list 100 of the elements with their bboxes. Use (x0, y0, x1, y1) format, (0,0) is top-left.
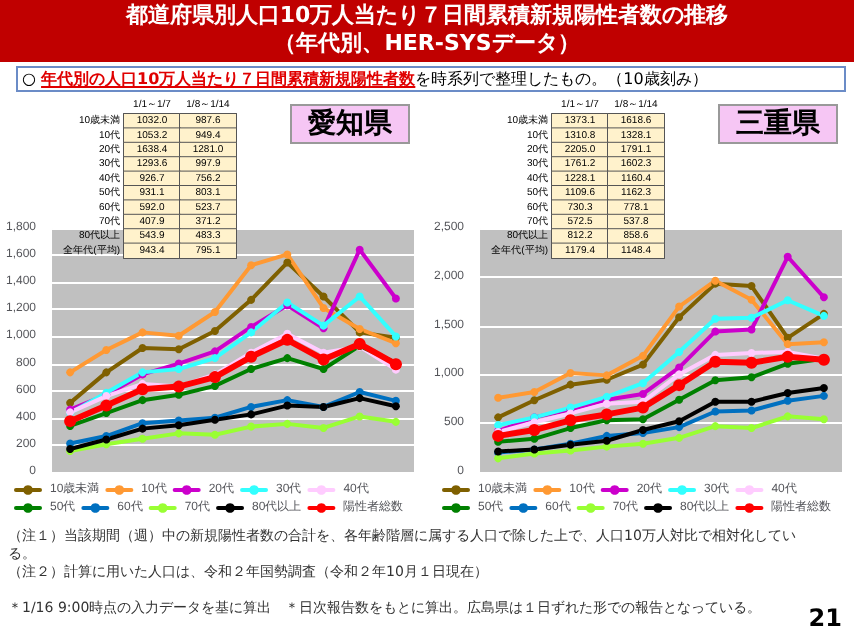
point (391, 402, 400, 411)
text: 年代別の人口10万人当たり７日間累積新規陽性者数 (41, 70, 416, 88)
point (210, 347, 219, 356)
point (600, 408, 613, 421)
point (281, 333, 294, 346)
point (136, 383, 149, 396)
point (355, 292, 364, 301)
point (247, 364, 256, 373)
point (747, 282, 756, 291)
point (283, 401, 292, 410)
point (711, 407, 720, 416)
point (530, 387, 539, 396)
point (283, 250, 292, 259)
point (66, 398, 75, 407)
point (174, 331, 183, 340)
point (319, 423, 328, 432)
point (319, 292, 328, 301)
point (494, 413, 503, 422)
point (528, 424, 541, 437)
point (636, 401, 649, 414)
point (638, 415, 647, 424)
point (530, 434, 539, 443)
point (783, 388, 792, 397)
point (675, 363, 684, 372)
point (675, 433, 684, 442)
chart-title: 三重県 (718, 104, 838, 144)
point (494, 393, 503, 402)
point (138, 328, 147, 337)
point (675, 417, 684, 426)
point (747, 295, 756, 304)
point (245, 350, 258, 363)
point (66, 368, 75, 377)
point (602, 436, 611, 445)
point (174, 345, 183, 354)
point (566, 380, 575, 389)
point (711, 376, 720, 385)
point (819, 384, 828, 393)
point (355, 245, 364, 254)
point (247, 422, 256, 431)
point (675, 395, 684, 404)
point (355, 412, 364, 421)
point (709, 355, 722, 368)
point (283, 258, 292, 267)
point (564, 414, 577, 427)
point (355, 394, 364, 403)
point (317, 353, 330, 366)
point (819, 338, 828, 347)
point (100, 399, 113, 412)
text: 都道府県別人口10万人当たり７日間累積新規陽性者数の推移 (123, 2, 731, 30)
point (819, 415, 828, 424)
point (247, 402, 256, 411)
point (138, 434, 147, 443)
point (638, 439, 647, 448)
point (747, 325, 756, 334)
point (711, 327, 720, 336)
point (711, 397, 720, 406)
point (283, 419, 292, 428)
point (174, 429, 183, 438)
point (210, 327, 219, 336)
point (675, 370, 684, 379)
point (673, 379, 686, 392)
point (675, 313, 684, 322)
point (747, 424, 756, 433)
point (138, 424, 147, 433)
point (747, 406, 756, 415)
text: を時系列で整理したもの。（10歳刻み） (415, 70, 708, 88)
point (492, 429, 505, 442)
point (283, 354, 292, 363)
point (391, 339, 400, 348)
point (210, 308, 219, 317)
point (747, 348, 756, 357)
point (783, 252, 792, 261)
point (747, 397, 756, 406)
point (711, 314, 720, 323)
point (638, 351, 647, 360)
text: ○ (22, 70, 36, 88)
point (675, 302, 684, 311)
point (566, 368, 575, 377)
point (745, 356, 758, 369)
point (210, 430, 219, 439)
text: 21 (808, 604, 842, 632)
point (494, 421, 503, 430)
point (210, 354, 219, 363)
point (530, 396, 539, 405)
point (138, 343, 147, 352)
point (210, 381, 219, 390)
point (247, 410, 256, 419)
point (102, 346, 111, 354)
point (319, 364, 328, 373)
point (783, 340, 792, 349)
point (494, 454, 503, 463)
point (391, 294, 400, 303)
point (783, 412, 792, 421)
point (638, 360, 647, 369)
point (781, 350, 794, 363)
point (174, 364, 183, 373)
point (638, 389, 647, 398)
point (819, 293, 828, 302)
point (102, 368, 111, 377)
point (247, 295, 256, 304)
